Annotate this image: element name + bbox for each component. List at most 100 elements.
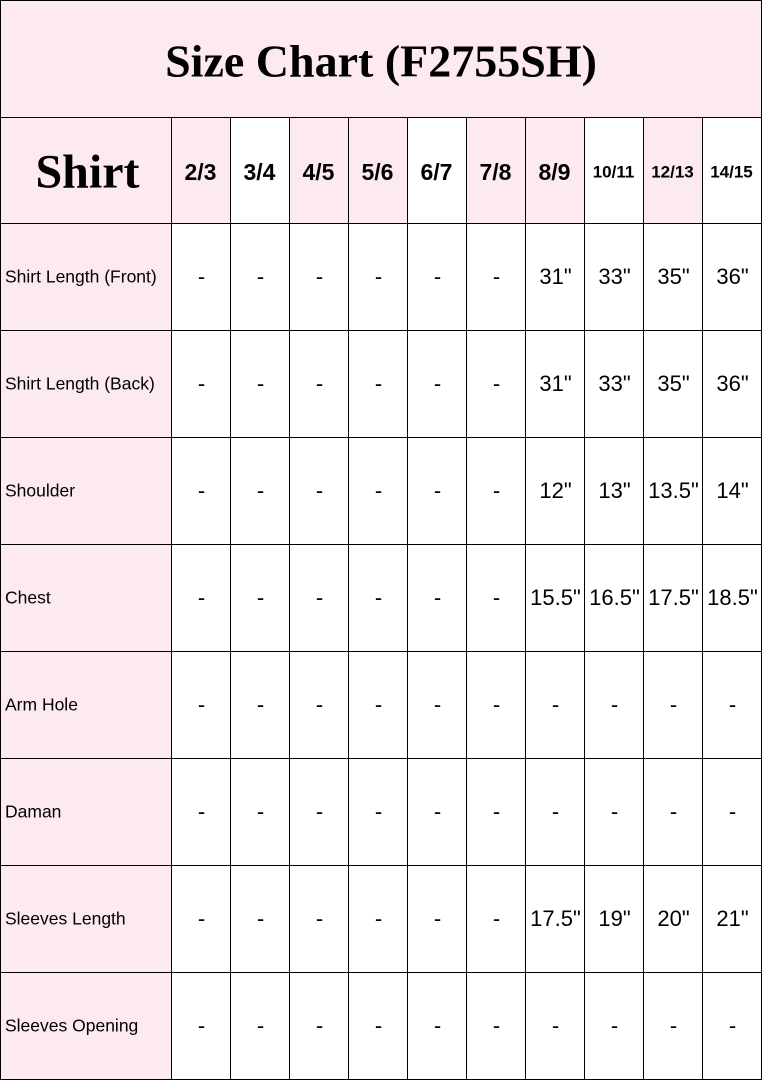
value-cell <box>643 544 703 652</box>
header-cell <box>466 117 526 224</box>
value-cell <box>702 544 762 652</box>
value-cell <box>584 544 644 652</box>
row-label: Shoulder <box>5 481 75 501</box>
cell-value: - <box>434 799 441 824</box>
cell-value: - <box>198 371 205 396</box>
value-cell <box>289 437 349 545</box>
cell-value: 18.5" <box>707 585 758 610</box>
value-cell <box>289 865 349 973</box>
cell-value: - <box>670 692 677 717</box>
value-cell <box>702 223 762 331</box>
cell-value: - <box>316 692 323 717</box>
value-cell <box>348 865 408 973</box>
cell-value: - <box>316 1013 323 1038</box>
cell-value: - <box>611 692 618 717</box>
size-header: 14/15 <box>710 163 753 182</box>
header-cell <box>230 117 290 224</box>
cell-value: - <box>729 1013 736 1038</box>
cell-value: 31" <box>539 371 571 396</box>
cell-value: - <box>611 799 618 824</box>
value-cell <box>171 758 231 866</box>
cell-value: - <box>257 478 264 503</box>
cell-value: - <box>434 585 441 610</box>
value-cell <box>466 758 526 866</box>
value-cell <box>643 865 703 973</box>
value-cell <box>407 330 467 438</box>
section-header: Shirt <box>35 146 139 199</box>
cell-value: - <box>493 692 500 717</box>
cell-value: 13" <box>598 478 630 503</box>
cell-value: - <box>434 906 441 931</box>
value-cell <box>584 972 644 1080</box>
cell-value: 17.5" <box>648 585 699 610</box>
cell-value: - <box>434 692 441 717</box>
size-header: 5/6 <box>362 159 394 185</box>
cell-value: - <box>729 799 736 824</box>
value-cell <box>702 758 762 866</box>
cell-value: - <box>198 585 205 610</box>
size-header: 10/11 <box>593 163 635 182</box>
value-cell <box>702 972 762 1080</box>
row-label: Chest <box>5 588 51 608</box>
label-cell <box>0 544 172 652</box>
value-cell <box>348 972 408 1080</box>
value-cell <box>525 972 585 1080</box>
cell-value: - <box>375 371 382 396</box>
label-cell <box>0 758 172 866</box>
cell-value: - <box>434 1013 441 1038</box>
value-cell <box>525 437 585 545</box>
header-cell <box>171 117 231 224</box>
value-cell <box>525 223 585 331</box>
cell-value: - <box>316 906 323 931</box>
cell-value: - <box>552 799 559 824</box>
cell-value: - <box>670 1013 677 1038</box>
value-cell <box>407 865 467 973</box>
cell-value: - <box>198 478 205 503</box>
value-cell <box>230 972 290 1080</box>
value-cell <box>643 223 703 331</box>
cell-value: - <box>316 371 323 396</box>
cell-value: - <box>493 799 500 824</box>
value-cell <box>466 972 526 1080</box>
header-cell <box>289 117 349 224</box>
cell-value: - <box>257 799 264 824</box>
cell-value: 19" <box>598 906 630 931</box>
value-cell <box>525 544 585 652</box>
size-header: 3/4 <box>244 159 276 185</box>
cell-value: - <box>375 478 382 503</box>
value-cell <box>407 223 467 331</box>
cell-value: 12" <box>539 478 571 503</box>
cell-value: - <box>729 692 736 717</box>
label-cell <box>0 437 172 545</box>
value-cell <box>230 865 290 973</box>
value-cell <box>289 544 349 652</box>
value-cell <box>348 758 408 866</box>
cell-value: - <box>257 692 264 717</box>
cell-value: 14" <box>716 478 748 503</box>
cell-value: - <box>375 585 382 610</box>
value-cell <box>466 865 526 973</box>
row-label: Sleeves Opening <box>5 1016 138 1036</box>
row-label: Shirt Length (Back) <box>5 374 155 394</box>
value-cell <box>407 758 467 866</box>
cell-value: - <box>316 585 323 610</box>
cell-value: - <box>375 1013 382 1038</box>
header-cell <box>584 117 644 224</box>
value-cell <box>584 758 644 866</box>
value-cell <box>643 972 703 1080</box>
cell-value: - <box>375 799 382 824</box>
cell-value: - <box>198 906 205 931</box>
cell-value: - <box>434 478 441 503</box>
value-cell <box>230 651 290 759</box>
value-cell <box>230 544 290 652</box>
row-label: Arm Hole <box>5 695 78 715</box>
value-cell <box>407 544 467 652</box>
value-cell <box>466 223 526 331</box>
cell-value: 36" <box>716 371 748 396</box>
cell-value: - <box>493 478 500 503</box>
cell-value: - <box>257 1013 264 1038</box>
size-header: 12/13 <box>651 163 694 182</box>
value-cell <box>584 223 644 331</box>
header-cell <box>0 117 172 224</box>
label-cell <box>0 651 172 759</box>
